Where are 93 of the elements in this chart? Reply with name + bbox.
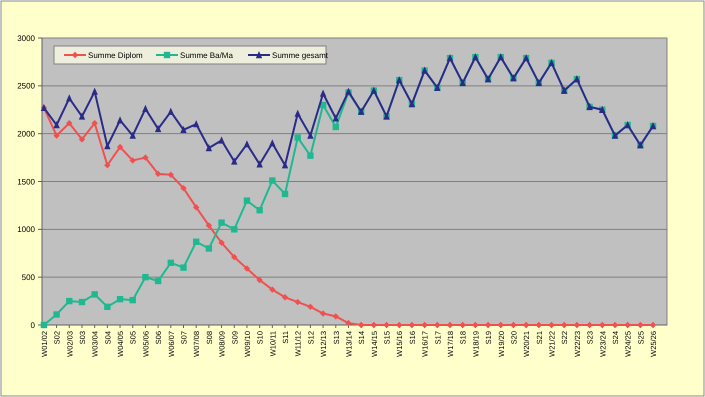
point	[498, 322, 504, 328]
point	[320, 310, 326, 317]
point	[269, 177, 276, 184]
point	[612, 322, 618, 328]
point	[66, 94, 72, 102]
point	[307, 152, 314, 159]
point	[180, 184, 187, 192]
point	[548, 322, 555, 328]
point	[40, 322, 48, 328]
point	[168, 108, 174, 115]
point	[192, 120, 200, 128]
point	[142, 154, 149, 161]
point	[396, 322, 402, 328]
point	[269, 286, 276, 293]
point	[130, 132, 136, 139]
point	[66, 298, 72, 304]
y-tick-label: 2500	[17, 82, 36, 91]
point	[650, 322, 656, 328]
point	[231, 254, 238, 260]
legend-label: Summe gesamt	[272, 50, 329, 60]
point	[104, 142, 111, 150]
point	[446, 322, 454, 328]
point	[358, 322, 364, 328]
point	[320, 89, 326, 97]
point	[192, 204, 200, 211]
y-tick-label: 500	[22, 272, 36, 282]
point	[244, 265, 250, 272]
point	[130, 296, 136, 304]
point	[332, 114, 339, 122]
point	[53, 121, 60, 128]
point	[206, 245, 212, 252]
point	[307, 132, 314, 139]
point	[332, 124, 339, 130]
point	[192, 238, 200, 245]
point	[294, 298, 301, 306]
point	[484, 322, 492, 328]
point	[256, 160, 263, 168]
point	[130, 157, 136, 164]
point	[510, 322, 517, 328]
point	[168, 260, 174, 266]
point	[218, 219, 225, 226]
point	[104, 304, 111, 310]
point	[78, 112, 86, 120]
point	[66, 120, 72, 126]
point	[116, 116, 124, 124]
point	[231, 226, 238, 233]
point	[91, 120, 98, 126]
point	[154, 170, 162, 178]
y-tick-label: 2000	[17, 129, 36, 138]
point	[269, 139, 276, 146]
y-tick-label: 1500	[17, 177, 36, 186]
point	[168, 172, 174, 178]
point	[53, 132, 60, 139]
point	[345, 320, 352, 326]
point	[218, 136, 225, 144]
y-tick-label: 3000	[17, 34, 36, 43]
point	[408, 322, 416, 328]
point	[294, 134, 301, 141]
point	[53, 311, 60, 318]
point	[307, 304, 314, 310]
point	[586, 322, 593, 328]
point	[282, 190, 288, 198]
point	[256, 276, 263, 284]
point	[218, 240, 225, 246]
point	[116, 144, 124, 150]
point	[332, 313, 339, 320]
point	[206, 144, 212, 152]
point	[282, 161, 288, 168]
point	[256, 207, 263, 214]
point	[116, 296, 124, 302]
point	[599, 322, 606, 328]
point	[180, 264, 187, 271]
point	[561, 322, 568, 328]
point	[104, 162, 111, 168]
point	[231, 157, 238, 165]
point	[206, 222, 212, 229]
point	[154, 278, 162, 284]
point	[154, 124, 162, 132]
point	[244, 140, 250, 148]
legend-label: Summe Ba/Ma	[180, 50, 234, 60]
point	[91, 291, 98, 298]
y-tick-label: 0	[30, 320, 36, 330]
point	[244, 197, 250, 204]
point	[142, 274, 149, 280]
point	[180, 126, 187, 134]
point	[574, 322, 580, 328]
point	[91, 88, 98, 95]
point	[383, 322, 390, 328]
legend-label: Summe Diplom	[88, 50, 144, 60]
point	[78, 136, 86, 143]
y-tick-label: 1000	[17, 225, 36, 234]
point	[294, 110, 301, 117]
point	[142, 104, 149, 112]
